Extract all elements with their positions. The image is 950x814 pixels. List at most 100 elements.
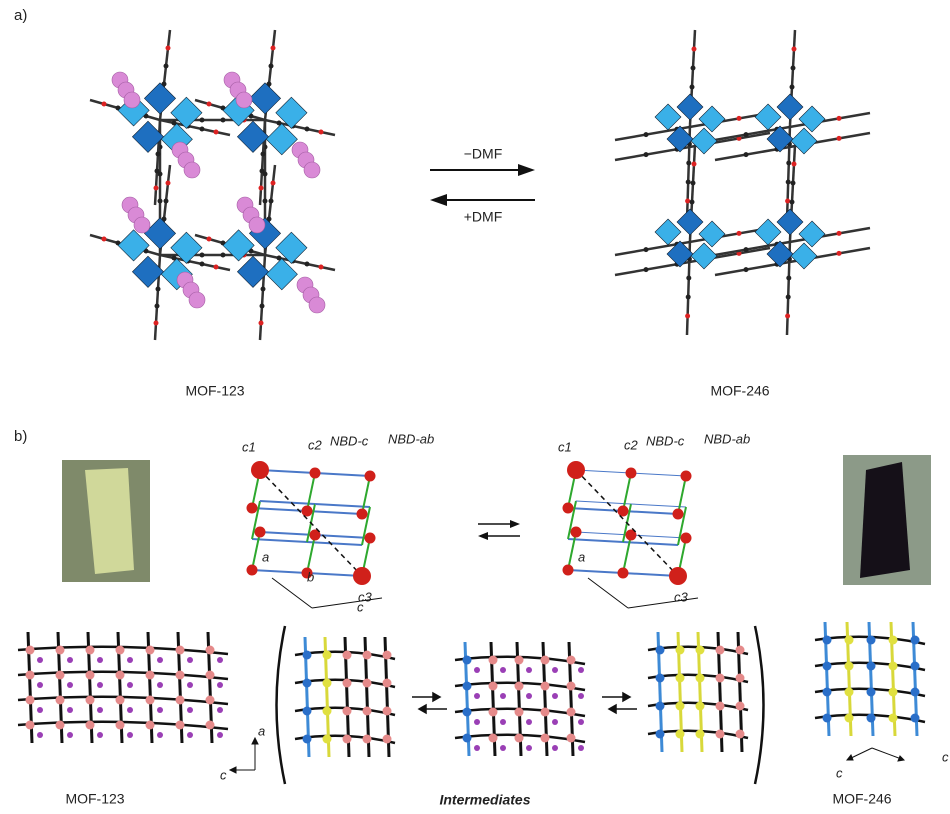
polyhedron bbox=[143, 82, 177, 115]
net-edge bbox=[567, 531, 577, 571]
atom bbox=[260, 286, 266, 292]
guest bbox=[552, 745, 558, 751]
node bbox=[540, 655, 550, 665]
atom bbox=[153, 185, 159, 191]
node bbox=[655, 729, 665, 739]
axes bbox=[845, 747, 906, 762]
guest-molecule bbox=[183, 161, 201, 179]
polyhedron bbox=[131, 120, 165, 153]
net-edge bbox=[567, 569, 624, 574]
guest bbox=[217, 682, 223, 688]
atom bbox=[743, 152, 749, 158]
net-edge bbox=[361, 506, 371, 546]
node bbox=[382, 706, 392, 716]
node bbox=[910, 661, 920, 671]
node bbox=[145, 670, 155, 680]
guest bbox=[67, 707, 73, 713]
node bbox=[540, 707, 550, 717]
net-edge bbox=[630, 472, 687, 477]
atom bbox=[318, 264, 324, 270]
node bbox=[655, 673, 665, 683]
arrow-label: −DMF bbox=[464, 146, 503, 162]
node bbox=[735, 701, 745, 711]
guest bbox=[127, 732, 133, 738]
node bbox=[254, 526, 266, 538]
node bbox=[695, 729, 705, 739]
guest bbox=[526, 693, 532, 699]
polyhedron bbox=[690, 127, 718, 155]
atom bbox=[643, 247, 649, 253]
node bbox=[735, 729, 745, 739]
guest bbox=[37, 657, 43, 663]
node bbox=[866, 661, 876, 671]
atom bbox=[786, 275, 792, 281]
node bbox=[844, 661, 854, 671]
node bbox=[55, 720, 65, 730]
node bbox=[566, 707, 576, 717]
node bbox=[822, 713, 832, 723]
node bbox=[567, 461, 585, 479]
net-edge bbox=[677, 475, 687, 515]
guest bbox=[578, 667, 584, 673]
net-edge bbox=[622, 472, 632, 512]
node bbox=[562, 502, 574, 514]
node bbox=[322, 706, 332, 716]
node bbox=[25, 670, 35, 680]
linker bbox=[614, 131, 771, 162]
net-edge bbox=[259, 469, 316, 474]
net-label: c1 bbox=[242, 439, 256, 454]
node bbox=[342, 650, 352, 660]
node bbox=[115, 720, 125, 730]
node bbox=[566, 681, 576, 691]
net-label: b bbox=[307, 569, 314, 584]
node bbox=[322, 734, 332, 744]
node bbox=[625, 467, 637, 479]
guest bbox=[500, 719, 506, 725]
atom bbox=[743, 132, 749, 138]
arrowhead bbox=[478, 532, 488, 540]
guest bbox=[217, 732, 223, 738]
linker bbox=[614, 246, 771, 277]
guest bbox=[127, 657, 133, 663]
atom bbox=[259, 303, 265, 309]
polyhedron bbox=[275, 96, 308, 129]
guest bbox=[500, 745, 506, 751]
net-edge bbox=[575, 500, 632, 505]
guest bbox=[526, 745, 532, 751]
net-edge bbox=[306, 472, 316, 512]
node bbox=[145, 695, 155, 705]
polyhedron bbox=[248, 82, 282, 115]
bracket bbox=[275, 625, 287, 785]
node bbox=[562, 564, 574, 576]
net-label: c2 bbox=[624, 437, 639, 452]
bracket bbox=[753, 625, 765, 785]
atom bbox=[155, 151, 161, 157]
caption: MOF-123 bbox=[185, 383, 244, 399]
node bbox=[175, 670, 185, 680]
node bbox=[382, 650, 392, 660]
axes bbox=[587, 577, 699, 609]
atom bbox=[686, 160, 692, 166]
node bbox=[695, 645, 705, 655]
node bbox=[570, 526, 582, 538]
atom bbox=[276, 120, 282, 126]
guest bbox=[97, 657, 103, 663]
atom bbox=[743, 267, 749, 273]
guest bbox=[187, 657, 193, 663]
guest bbox=[552, 693, 558, 699]
guest bbox=[157, 657, 163, 663]
node bbox=[362, 706, 372, 716]
guest-molecule bbox=[188, 291, 206, 309]
guest-molecule bbox=[308, 296, 326, 314]
net-label: NBD-ab bbox=[704, 431, 750, 446]
guest bbox=[187, 682, 193, 688]
caption: MOF-246 bbox=[710, 383, 769, 399]
node bbox=[301, 505, 313, 517]
polyhedron bbox=[676, 208, 704, 236]
node bbox=[302, 734, 312, 744]
guest bbox=[474, 719, 480, 725]
node bbox=[655, 645, 665, 655]
net-edge bbox=[314, 534, 371, 539]
net-edge bbox=[251, 507, 308, 512]
